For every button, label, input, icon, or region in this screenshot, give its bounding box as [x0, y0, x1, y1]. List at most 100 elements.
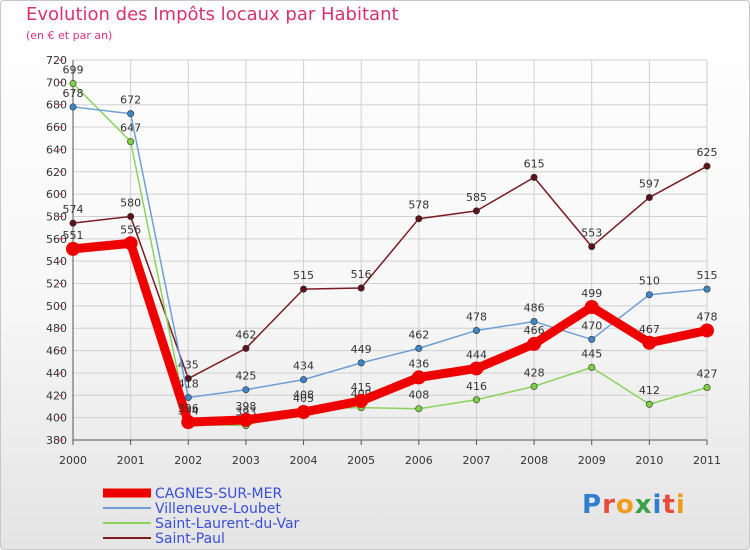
data-label-saint-laurent-du-var-2004: 408	[293, 389, 314, 402]
data-point-cagnes-sur-mer-2005	[354, 393, 369, 408]
data-point-saint-laurent-du-var-2000	[69, 79, 77, 87]
data-point-saint-laurent-du-var-2009	[588, 363, 596, 371]
data-point-cagnes-sur-mer-2000	[66, 241, 80, 256]
data-label-villeneuve-loubet-2003: 425	[235, 370, 256, 383]
y-tick-label-440: 440	[46, 367, 67, 380]
y-tick-label-380: 380	[46, 434, 67, 447]
data-point-cagnes-sur-mer-2006	[411, 370, 426, 385]
data-point-villeneuve-loubet-2004	[300, 376, 308, 384]
data-point-saint-paul-2001	[127, 212, 135, 220]
legend-label-saint-paul: Saint-Paul	[155, 531, 225, 547]
data-label-villeneuve-loubet-2004: 434	[293, 360, 314, 373]
data-label-cagnes-sur-mer-2011: 478	[697, 310, 718, 323]
data-label-saint-laurent-du-var-2001: 647	[120, 122, 141, 135]
data-label-saint-paul-2008: 615	[524, 157, 545, 170]
series-line-saint-laurent-du-var	[72, 82, 708, 427]
data-label-cagnes-sur-mer-2003: 398	[235, 400, 256, 413]
y-tick-label-500: 500	[46, 300, 67, 313]
data-point-saint-laurent-du-var-2007	[472, 396, 480, 404]
data-label-villeneuve-loubet-2005: 449	[351, 343, 372, 356]
data-label-cagnes-sur-mer-2008: 466	[524, 324, 545, 337]
data-label-saint-laurent-du-var-2000: 699	[63, 63, 84, 76]
data-label-saint-laurent-du-var-2009: 445	[581, 347, 602, 360]
data-point-villeneuve-loubet-2010	[645, 291, 653, 299]
y-tick-label-620: 620	[46, 166, 67, 179]
data-point-cagnes-sur-mer-2003	[238, 412, 253, 427]
data-point-cagnes-sur-mer-2007	[469, 361, 484, 376]
data-label-saint-paul-2001: 580	[120, 196, 141, 209]
chart-subtitle: (en € et par an)	[26, 29, 113, 42]
data-point-villeneuve-loubet-2003	[242, 386, 250, 394]
data-point-villeneuve-loubet-2001	[127, 110, 135, 118]
data-label-cagnes-sur-mer-2004: 405	[293, 392, 314, 405]
data-label-cagnes-sur-mer-2002: 396	[178, 402, 199, 415]
x-tick-label-2003: 2003	[232, 454, 260, 467]
series-line-cagnes-sur-mer	[68, 238, 712, 427]
data-label-saint-paul-2009: 553	[581, 227, 602, 240]
y-tick-label-700: 700	[46, 76, 67, 89]
legend-label-saint-laurent-du-var: Saint-Laurent-du-Var	[155, 516, 300, 532]
data-label-saint-paul-2006: 578	[408, 199, 429, 212]
data-point-saint-paul-2003	[242, 344, 250, 352]
data-point-villeneuve-loubet-2006	[415, 344, 423, 352]
data-label-saint-paul-2005: 516	[351, 268, 372, 281]
data-point-cagnes-sur-mer-2010	[642, 335, 657, 350]
y-tick-label-480: 480	[46, 322, 67, 335]
data-label-villeneuve-loubet-2010: 510	[639, 275, 660, 288]
data-point-saint-paul-2000	[69, 219, 77, 227]
x-tick-label-2001: 2001	[117, 454, 145, 467]
x-tick-label-2010: 2010	[635, 454, 663, 467]
data-point-villeneuve-loubet-2005	[357, 359, 365, 367]
data-point-villeneuve-loubet-2009	[588, 335, 596, 343]
data-label-saint-paul-2000: 574	[63, 203, 84, 216]
y-tick-label-660: 660	[46, 121, 67, 134]
data-point-saint-laurent-du-var-2011	[703, 383, 711, 391]
data-label-villeneuve-loubet-2001: 672	[120, 94, 141, 107]
data-point-cagnes-sur-mer-2002	[181, 415, 196, 430]
x-tick-label-2009: 2009	[578, 454, 606, 467]
data-label-saint-laurent-du-var-2010: 412	[639, 384, 660, 397]
data-label-villeneuve-loubet-2009: 470	[581, 319, 602, 332]
data-label-cagnes-sur-mer-2000: 551	[63, 229, 84, 242]
data-point-saint-laurent-du-var-2008	[530, 382, 538, 390]
data-point-cagnes-sur-mer-2008	[527, 336, 542, 351]
data-label-saint-paul-2010: 597	[639, 177, 660, 190]
data-label-villeneuve-loubet-2000: 678	[63, 87, 84, 100]
y-tick-label-600: 600	[46, 188, 67, 201]
x-tick-label-2005: 2005	[347, 454, 375, 467]
data-point-saint-paul-2011	[703, 162, 711, 170]
data-label-cagnes-sur-mer-2007: 444	[466, 348, 487, 361]
data-label-saint-paul-2007: 585	[466, 191, 487, 204]
x-tick-label-2000: 2000	[59, 454, 87, 467]
series-line-villeneuve-loubet	[72, 106, 708, 399]
x-tick-label-2006: 2006	[405, 454, 433, 467]
data-label-saint-paul-2011: 625	[697, 146, 718, 159]
data-label-cagnes-sur-mer-2005: 415	[351, 381, 372, 394]
legend-label-villeneuve-loubet: Villeneuve-Loubet	[155, 501, 281, 517]
legend-label-cagnes-sur-mer: CAGNES-SUR-MER	[155, 486, 282, 502]
y-tick-label-560: 560	[46, 233, 67, 246]
y-tick-label-680: 680	[46, 99, 67, 112]
data-point-saint-paul-2008	[530, 173, 538, 181]
y-tick-label-460: 460	[46, 345, 67, 358]
data-point-saint-laurent-du-var-2001	[127, 138, 135, 146]
proxiti-logo: Proxiti	[582, 490, 686, 520]
x-tick-label-2002: 2002	[174, 454, 202, 467]
data-point-cagnes-sur-mer-2004	[296, 405, 311, 420]
x-tick-label-2008: 2008	[520, 454, 548, 467]
data-point-cagnes-sur-mer-2001	[123, 236, 138, 251]
data-point-saint-paul-2005	[357, 284, 365, 292]
data-label-villeneuve-loubet-2002: 418	[178, 378, 199, 391]
data-label-cagnes-sur-mer-2006: 436	[408, 357, 429, 370]
data-label-saint-laurent-du-var-2011: 427	[697, 367, 718, 380]
y-tick-label-540: 540	[46, 255, 67, 268]
data-label-villeneuve-loubet-2007: 478	[466, 310, 487, 323]
data-point-saint-laurent-du-var-2010	[645, 400, 653, 408]
data-point-villeneuve-loubet-2007	[472, 326, 480, 334]
data-point-cagnes-sur-mer-2011	[700, 323, 714, 338]
data-point-saint-paul-2004	[300, 285, 308, 293]
y-tick-label-400: 400	[46, 412, 67, 425]
y-tick-label-420: 420	[46, 389, 67, 402]
data-label-cagnes-sur-mer-2001: 556	[120, 223, 141, 236]
